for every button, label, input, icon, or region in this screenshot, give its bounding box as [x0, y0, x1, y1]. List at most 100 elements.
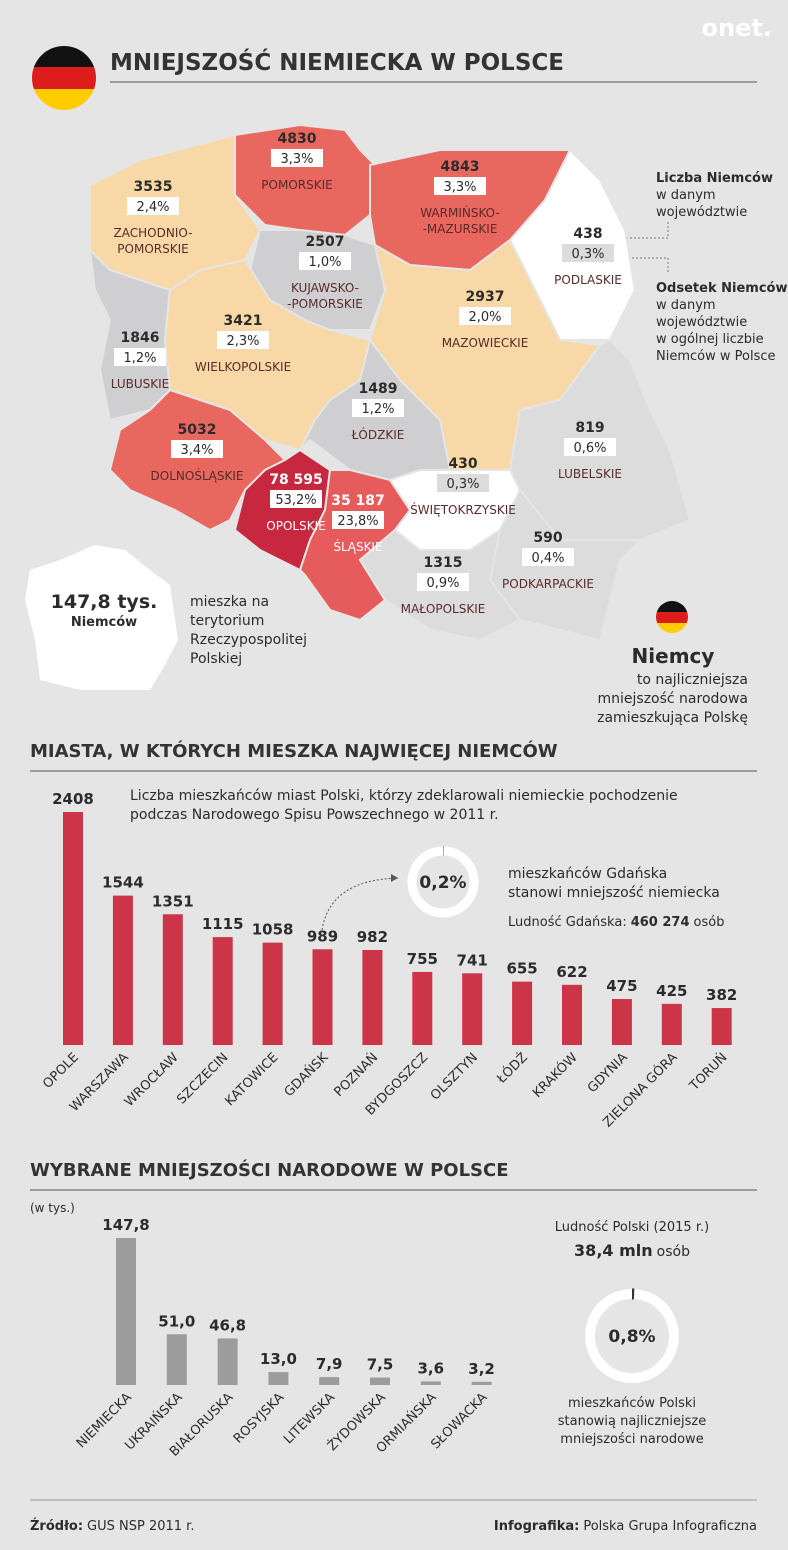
region-name: MAZOWIECKIE	[442, 336, 529, 350]
source: Źródło: GUS NSP 2011 r.	[30, 1518, 194, 1534]
value-label: 982	[357, 928, 388, 946]
title: MNIEJSZOŚĆ NIEMIECKA W POLSCE	[110, 48, 564, 76]
bar	[212, 937, 233, 1045]
donut-text: mieszkańców Polski	[568, 1396, 696, 1411]
donut-text: stanowią najliczniejsze	[558, 1414, 706, 1429]
region-name: ŚWIĘTOKRZYSKIE	[410, 502, 516, 517]
region-count: 1846	[121, 330, 160, 346]
bar	[512, 981, 533, 1045]
region-count: 35 187	[331, 493, 385, 509]
region-share: 2,3%	[226, 334, 259, 349]
region-name: POMORSKIE	[261, 178, 332, 192]
value-label: 655	[506, 960, 537, 978]
category-label: KATOWICE	[222, 1050, 281, 1109]
legend-title: Odsetek Niemców	[656, 281, 787, 296]
legend-title: Liczba Niemców	[656, 171, 773, 186]
region-count: 438	[573, 226, 602, 242]
region-count: 3421	[224, 313, 263, 329]
share-box	[171, 440, 223, 458]
credit-label: Infografika:	[494, 1519, 579, 1534]
share-box	[562, 244, 614, 262]
share-box	[434, 177, 486, 195]
region-name: WARMIŃSKO-	[420, 205, 500, 220]
population-value: 38,4 mln	[574, 1241, 653, 1260]
total-unit: Niemców	[71, 615, 137, 630]
region-name: OPOLSKIE	[266, 519, 325, 533]
value-label: 622	[556, 963, 587, 981]
region-count: 3535	[134, 179, 173, 195]
bar	[462, 973, 483, 1045]
subtitle: podczas Narodowego Spisu Powszechnego w …	[130, 807, 499, 823]
region-name: ŚLĄSKIE	[333, 539, 382, 554]
region-share: 3,3%	[443, 180, 476, 195]
bar	[661, 1003, 682, 1045]
region-count: 4843	[441, 159, 480, 175]
bar	[370, 1377, 390, 1385]
source-label: Źródło:	[30, 1518, 83, 1534]
region-count: 78 595	[269, 472, 323, 488]
region-name: -MAZURSKIE	[423, 222, 498, 236]
region-name: ŁÓDZKIE	[351, 427, 405, 442]
region-count: 590	[533, 530, 562, 546]
region-count: 1489	[359, 381, 398, 397]
region-share: 0,6%	[573, 441, 606, 456]
value-label: 755	[407, 950, 438, 968]
bar	[312, 949, 333, 1045]
region-share: 1,2%	[361, 402, 394, 417]
region-share: 0,9%	[426, 576, 459, 591]
section-title: MIASTA, W KTÓRYCH MIESZKA NAJWIĘCEJ NIEM…	[30, 740, 558, 762]
region-share: 3,3%	[280, 152, 313, 167]
legend-text: w danym	[656, 298, 716, 313]
region-share: 53,2%	[275, 493, 316, 508]
credit-text: Polska Grupa Infograficzna	[583, 1519, 757, 1534]
value-label: 7,5	[367, 1356, 394, 1374]
bar	[268, 1372, 289, 1385]
total-text: Polskiej	[190, 651, 242, 667]
brand: onet.	[702, 14, 772, 42]
bar	[611, 999, 632, 1045]
bar	[711, 1008, 732, 1045]
donut-text: stanowi mniejszość niemiecka	[508, 885, 720, 901]
bar	[319, 1377, 340, 1385]
share-box	[564, 438, 616, 456]
region-name: -POMORSKIE	[287, 297, 363, 311]
region-share: 2,0%	[468, 310, 501, 325]
population: 38,4 mln osób	[574, 1241, 690, 1260]
value-label: 382	[706, 986, 737, 1004]
total-text: terytorium	[190, 613, 264, 629]
share-box	[217, 331, 269, 349]
region-share: 2,4%	[136, 200, 169, 215]
subtitle: Liczba mieszkańców miast Polski, którzy …	[130, 788, 678, 804]
category-label: OLSZTYN	[428, 1050, 481, 1103]
arrow-head	[391, 874, 398, 882]
category-label: POZNAŃ	[331, 1050, 381, 1100]
donut-text: mieszkańców Gdańska	[508, 866, 667, 882]
total-text: Rzeczypospolitej	[190, 632, 307, 648]
region-name: MAŁOPOLSKIE	[401, 602, 486, 616]
value-label: 7,9	[316, 1355, 343, 1373]
category-label: WROCŁAW	[122, 1050, 182, 1110]
region-count: 819	[575, 420, 604, 436]
pointer	[606, 257, 669, 272]
value-label: 1544	[102, 874, 144, 892]
bar	[420, 1381, 441, 1385]
note-title: Niemcy	[632, 644, 715, 668]
share-box	[127, 197, 179, 215]
population-label: Ludność Gdańska:	[508, 915, 627, 930]
value-label: 147,8	[102, 1216, 149, 1234]
region-name: LUBELSKIE	[558, 467, 622, 481]
donut-label: 0,8%	[608, 1327, 655, 1347]
share-box	[332, 511, 384, 529]
region-share: 0,3%	[446, 477, 479, 492]
region-name: LUBUSKIE	[111, 377, 170, 391]
legend-text: województwie	[656, 205, 747, 220]
pointer	[321, 877, 399, 931]
region-share: 0,4%	[531, 551, 564, 566]
region-count: 1315	[424, 555, 463, 571]
region-count: 2507	[306, 234, 345, 250]
region-name: PODLASKIE	[554, 273, 622, 287]
category-label: GDAŃSK	[281, 1049, 332, 1100]
bar	[412, 971, 433, 1045]
value-label: 425	[656, 982, 687, 1000]
